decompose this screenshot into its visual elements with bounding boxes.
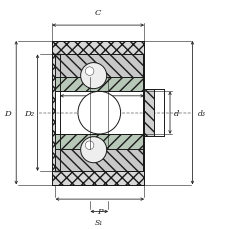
Bar xyxy=(55,149,142,171)
Bar xyxy=(52,42,144,55)
Text: d: d xyxy=(173,109,179,117)
Bar xyxy=(144,90,154,137)
Bar xyxy=(55,77,142,92)
Bar xyxy=(142,55,144,171)
Text: D₂: D₂ xyxy=(24,109,34,117)
Bar xyxy=(52,171,144,185)
Text: S₁: S₁ xyxy=(95,218,103,226)
Circle shape xyxy=(80,63,106,89)
Text: B₁: B₁ xyxy=(101,81,111,89)
Circle shape xyxy=(78,92,120,134)
Bar xyxy=(52,55,55,171)
Text: D: D xyxy=(4,109,11,117)
Circle shape xyxy=(85,68,93,76)
Text: d₃: d₃ xyxy=(197,109,204,117)
Bar xyxy=(55,134,142,149)
Circle shape xyxy=(80,137,106,163)
Text: C: C xyxy=(95,9,101,17)
Circle shape xyxy=(85,141,93,150)
Text: P: P xyxy=(97,207,102,215)
Bar xyxy=(55,55,142,77)
